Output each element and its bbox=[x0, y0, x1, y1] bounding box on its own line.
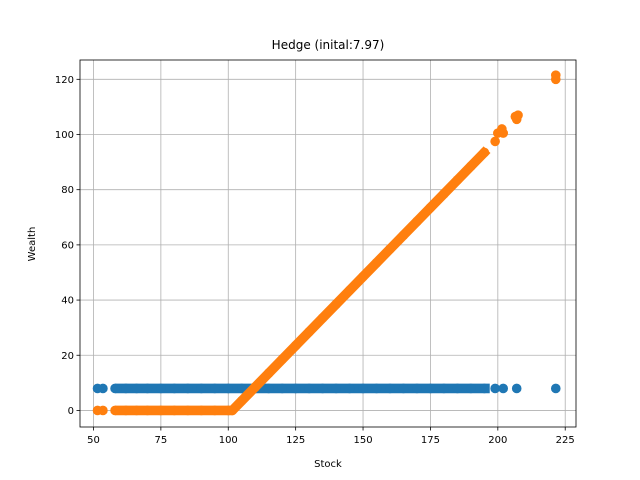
series-2-point bbox=[344, 285, 355, 296]
series-2-point bbox=[250, 382, 261, 392]
series-2-point bbox=[479, 147, 490, 158]
data-points bbox=[92, 70, 561, 416]
series-1-point bbox=[511, 383, 522, 394]
series-1-point bbox=[498, 383, 509, 394]
series-2-point bbox=[331, 299, 341, 310]
series-1-point bbox=[196, 383, 207, 394]
x-tick-label: 225 bbox=[556, 435, 575, 446]
series-1-point bbox=[98, 383, 108, 394]
series-2-point bbox=[550, 70, 561, 80]
series-2-point bbox=[142, 405, 153, 416]
y-tick-label: 100 bbox=[55, 130, 74, 141]
x-tick-label: 150 bbox=[353, 435, 372, 446]
series-2-point bbox=[290, 340, 301, 351]
series-2-point bbox=[439, 189, 449, 199]
series-2-point bbox=[110, 405, 120, 416]
series-2-point bbox=[183, 405, 193, 416]
series-1-point bbox=[317, 383, 328, 394]
series-1-point bbox=[385, 383, 395, 394]
series-2-point bbox=[412, 216, 422, 227]
y-tick-label: 80 bbox=[61, 185, 74, 196]
series-1-point bbox=[331, 383, 341, 394]
series-1-point bbox=[263, 383, 274, 394]
y-tick-label: 120 bbox=[55, 75, 74, 86]
series-1-point bbox=[156, 383, 166, 394]
series-2-point bbox=[98, 405, 108, 416]
series-2-point bbox=[466, 161, 476, 172]
series-1-point bbox=[131, 383, 142, 394]
series-1-point bbox=[439, 383, 449, 394]
series-2-point bbox=[385, 244, 395, 254]
x-tick-label: 175 bbox=[421, 435, 440, 446]
series-1-point bbox=[121, 383, 131, 394]
series-1-point bbox=[110, 383, 120, 394]
series-1-point bbox=[304, 383, 314, 394]
x-tick-label: 50 bbox=[87, 435, 100, 446]
x-tick-label: 100 bbox=[219, 435, 238, 446]
series-1-point bbox=[223, 383, 234, 394]
series-1-point bbox=[466, 383, 476, 394]
series-1-point bbox=[412, 383, 422, 394]
series-2-point bbox=[497, 124, 507, 134]
series-2-point bbox=[425, 202, 436, 213]
y-tick-label: 0 bbox=[68, 406, 74, 417]
series-1-point bbox=[169, 383, 180, 394]
chart-title: Hedge (inital:7.97) bbox=[272, 38, 385, 52]
series-1-point bbox=[425, 383, 436, 394]
y-tick-label: 60 bbox=[61, 240, 74, 251]
series-1-point bbox=[344, 383, 355, 394]
series-1-point bbox=[209, 383, 220, 394]
series-1-point bbox=[183, 383, 193, 394]
series-1-point bbox=[358, 383, 368, 394]
x-tick-label: 125 bbox=[286, 435, 305, 446]
series-2-point bbox=[227, 405, 238, 416]
series-2-point bbox=[304, 327, 314, 337]
y-tick-label: 20 bbox=[61, 351, 74, 362]
series-2-point bbox=[131, 405, 142, 416]
series-1-point bbox=[371, 383, 382, 394]
y-axis-label: Wealth bbox=[27, 227, 38, 262]
series-1-point bbox=[277, 383, 287, 394]
series-1-point bbox=[398, 383, 409, 394]
x-tick-label: 75 bbox=[155, 435, 168, 446]
series-2-point bbox=[196, 405, 207, 416]
series-2-point bbox=[169, 405, 180, 416]
series-1-point bbox=[490, 383, 500, 394]
x-tick-label: 200 bbox=[488, 435, 507, 446]
series-1-point bbox=[142, 383, 153, 394]
x-axis-label: Stock bbox=[314, 459, 342, 470]
series-2-point bbox=[263, 368, 274, 378]
axis-ticks: 50 75 100 125 150 175 200 225 0 20 40 60 80 100 120 bbox=[55, 75, 575, 446]
series-2-point bbox=[277, 354, 287, 365]
series-2-point bbox=[452, 175, 463, 185]
series-2-point bbox=[490, 136, 500, 147]
series-1-point bbox=[452, 383, 463, 394]
series-1-point bbox=[236, 383, 247, 394]
series-2-point bbox=[156, 405, 166, 416]
series-1-point bbox=[550, 383, 561, 394]
plot-frame bbox=[79, 59, 577, 428]
y-tick-label: 40 bbox=[61, 296, 74, 307]
series-2-point bbox=[358, 271, 368, 282]
series-2-point bbox=[121, 405, 131, 416]
series-2-point bbox=[317, 313, 328, 323]
series-2-point bbox=[236, 395, 247, 406]
series-2-point bbox=[209, 405, 220, 416]
series-1-point bbox=[290, 383, 301, 394]
series-1-point bbox=[479, 383, 490, 394]
series-2-point bbox=[371, 258, 382, 268]
series-2-point bbox=[513, 110, 523, 120]
series-2-point bbox=[398, 230, 409, 241]
